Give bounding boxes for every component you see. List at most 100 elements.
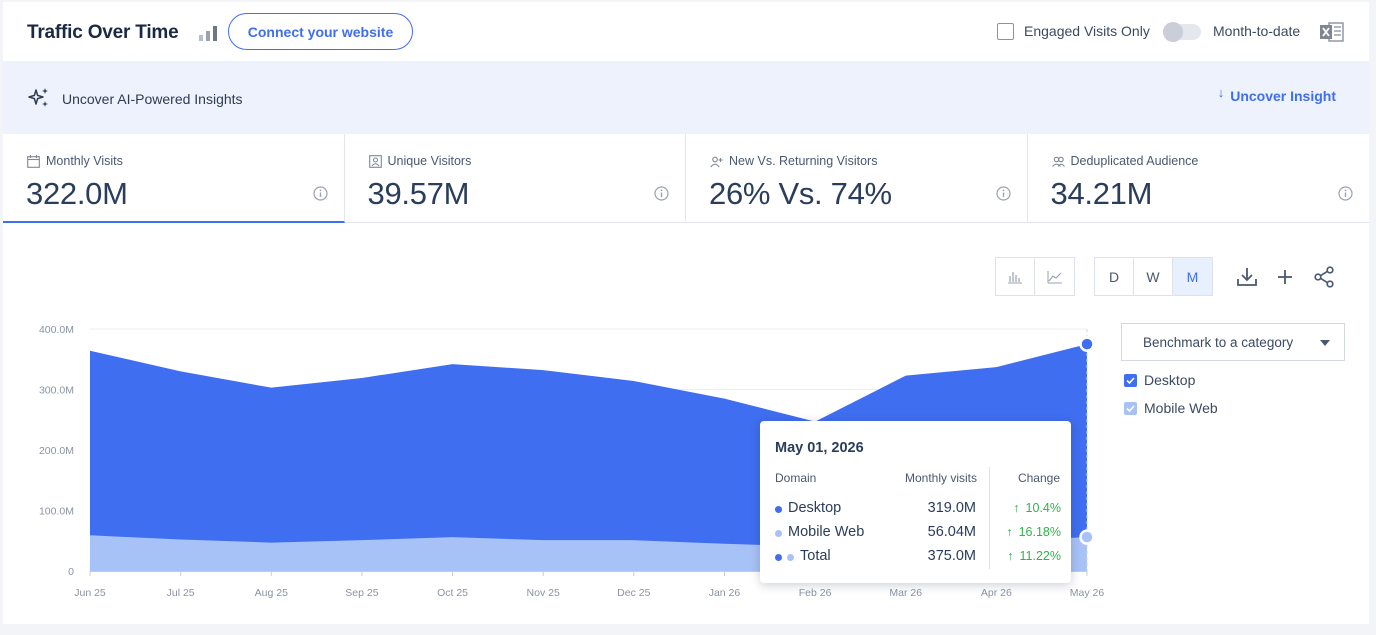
info-icon[interactable] (654, 186, 669, 201)
checkbox-checked-icon (1124, 401, 1137, 415)
x-tick-label: May 26 (1070, 587, 1105, 599)
tooltip-divider (989, 467, 990, 569)
metric-value: 322.0M (26, 176, 128, 211)
engaged-visits-checkbox[interactable] (997, 23, 1014, 40)
chart-tooltip: May 01, 2026 Domain Monthly visits Chang… (760, 421, 1071, 583)
arrow-down-icon: ↓ (1217, 85, 1225, 100)
tooltip-header-change: Change (1017, 471, 1060, 485)
info-icon[interactable] (312, 186, 328, 201)
series-dot (787, 554, 794, 561)
series-dot (775, 530, 782, 537)
x-tick-label: Sep 25 (345, 587, 378, 599)
line-chart-button[interactable] (1035, 258, 1074, 295)
month-to-date-toggle[interactable] (1163, 22, 1201, 42)
rank-bars-icon[interactable] (199, 25, 217, 41)
uncover-insight-label: Uncover Insight (1230, 88, 1336, 104)
person-icon (368, 155, 382, 168)
x-tick-label: Jan 26 (709, 587, 741, 599)
metric-value: 34.21M (1050, 176, 1153, 211)
legend-item-desktop[interactable]: Desktop (1124, 372, 1195, 388)
traffic-card: Traffic Over Time Connect your website E… (3, 2, 1369, 624)
x-tick-label: Apr 26 (981, 587, 1012, 599)
ai-insights-banner: Uncover AI-Powered Insights ↓ Uncover In… (3, 61, 1369, 134)
metric-label: New Vs. Returning Visitors (729, 154, 878, 168)
mobile-web-marker (1079, 529, 1095, 545)
info-icon[interactable] (995, 186, 1011, 201)
arrow-up-icon: ↑ (1007, 549, 1014, 563)
y-tick-label: 0 (68, 566, 74, 578)
tooltip-row-name: Mobile Web (788, 524, 865, 540)
granularity-month-button[interactable]: M (1173, 258, 1212, 295)
desktop-marker (1079, 336, 1095, 352)
series-dot (775, 554, 782, 561)
bar-chart-icon (1008, 271, 1022, 283)
tooltip-row-change: ↑ 16.18% (1006, 525, 1061, 539)
tooltip-header-value: Monthly visits (904, 471, 977, 485)
traffic-area-chart: 0 100.0M 200.0M 300.0M 400.0M Jun 25 Jul 25 Au… (39, 324, 1105, 599)
tooltip-row-name: Desktop (788, 500, 842, 516)
line-chart-icon (1047, 270, 1062, 283)
y-tick-label: 300.0M (39, 385, 74, 397)
connect-website-button[interactable]: Connect your website (228, 13, 413, 50)
bar-chart-button[interactable] (996, 258, 1035, 295)
tooltip-row-value: 319.0M (927, 500, 976, 516)
tooltip-row-value: 56.04M (927, 524, 976, 540)
tooltip-row-change: ↑ 11.22% (1007, 549, 1061, 563)
arrow-up-icon: ↑ (1013, 501, 1020, 515)
metric-label: Monthly Visits (46, 154, 123, 168)
granularity-day-button[interactable]: D (1095, 258, 1134, 295)
calendar-icon (27, 155, 40, 168)
x-tick-label: Mar 26 (889, 587, 922, 599)
change-value: 10.4% (1025, 501, 1061, 515)
page-title: Traffic Over Time (27, 22, 179, 43)
granularity-toggle: D W M (1094, 257, 1213, 296)
arrow-up-icon: ↑ (1006, 525, 1013, 539)
tooltip-row-change: ↑ 10.4% (1013, 501, 1061, 515)
x-tick-label: Oct 25 (437, 587, 468, 599)
ai-insights-text: Uncover AI-Powered Insights (62, 91, 243, 107)
caret-down-icon (1320, 340, 1330, 346)
legend-item-mobile-web[interactable]: Mobile Web (1124, 400, 1218, 416)
tooltip-date: May 01, 2026 (775, 440, 864, 456)
metric-value: 39.57M (367, 176, 470, 211)
download-icon[interactable] (1235, 265, 1259, 289)
x-tick-label: Jun 25 (74, 587, 106, 599)
excel-export-icon[interactable] (1320, 21, 1344, 43)
info-icon[interactable] (1338, 186, 1353, 201)
checkbox-checked-icon (1124, 373, 1137, 387)
uncover-insight-button[interactable]: ↓ Uncover Insight (1217, 85, 1336, 104)
change-value: 11.22% (1019, 549, 1061, 563)
change-value: 16.18% (1018, 525, 1061, 539)
sparkle-icon (28, 88, 48, 107)
tooltip-row-mobile-web: Mobile Web 56.04M ↑ 16.18% (760, 524, 1071, 544)
metric-tab-monthly-visits[interactable]: Monthly Visits 322.0M (3, 134, 345, 223)
metric-tab-new-vs-returning[interactable]: New Vs. Returning Visitors 26% Vs. 74% (686, 134, 1028, 223)
x-tick-label: Dec 25 (617, 587, 650, 599)
tooltip-header-domain: Domain (775, 471, 817, 485)
users-icon (1051, 156, 1065, 167)
granularity-week-button[interactable]: W (1134, 258, 1173, 295)
tooltip-row-desktop: Desktop 319.0M ↑ 10.4% (760, 500, 1071, 520)
chart-type-toggle (995, 257, 1075, 296)
toggle-knob (1163, 22, 1183, 42)
series-dot (775, 506, 782, 513)
y-tick-label: 200.0M (39, 445, 74, 457)
y-tick-label: 400.0M (39, 324, 74, 336)
metric-label: Unique Visitors (387, 154, 472, 168)
metric-tabs: Monthly Visits 322.0M Unique Visitors 39… (3, 134, 1369, 223)
share-icon[interactable] (1312, 265, 1336, 289)
y-tick-label: 100.0M (39, 506, 74, 518)
tooltip-row-value: 375.0M (927, 548, 976, 564)
metric-tab-unique-visitors[interactable]: Unique Visitors 39.57M (345, 134, 686, 223)
legend-label: Desktop (1144, 372, 1196, 388)
y-axis: 0 100.0M 200.0M 300.0M 400.0M (39, 324, 74, 578)
benchmark-dropdown[interactable]: Benchmark to a category (1121, 323, 1345, 361)
metric-value: 26% Vs. 74% (709, 176, 892, 211)
plus-icon[interactable] (1273, 265, 1297, 289)
x-tick-label: Jul 25 (167, 587, 195, 599)
x-tick-label: Feb 26 (799, 587, 832, 599)
legend-label: Mobile Web (1144, 400, 1218, 416)
metric-tab-deduplicated-audience[interactable]: Deduplicated Audience 34.21M (1028, 134, 1370, 223)
tooltip-row-total: Total 375.0M ↑ 11.22% (760, 548, 1071, 568)
engaged-visits-label: Engaged Visits Only (1024, 23, 1150, 39)
